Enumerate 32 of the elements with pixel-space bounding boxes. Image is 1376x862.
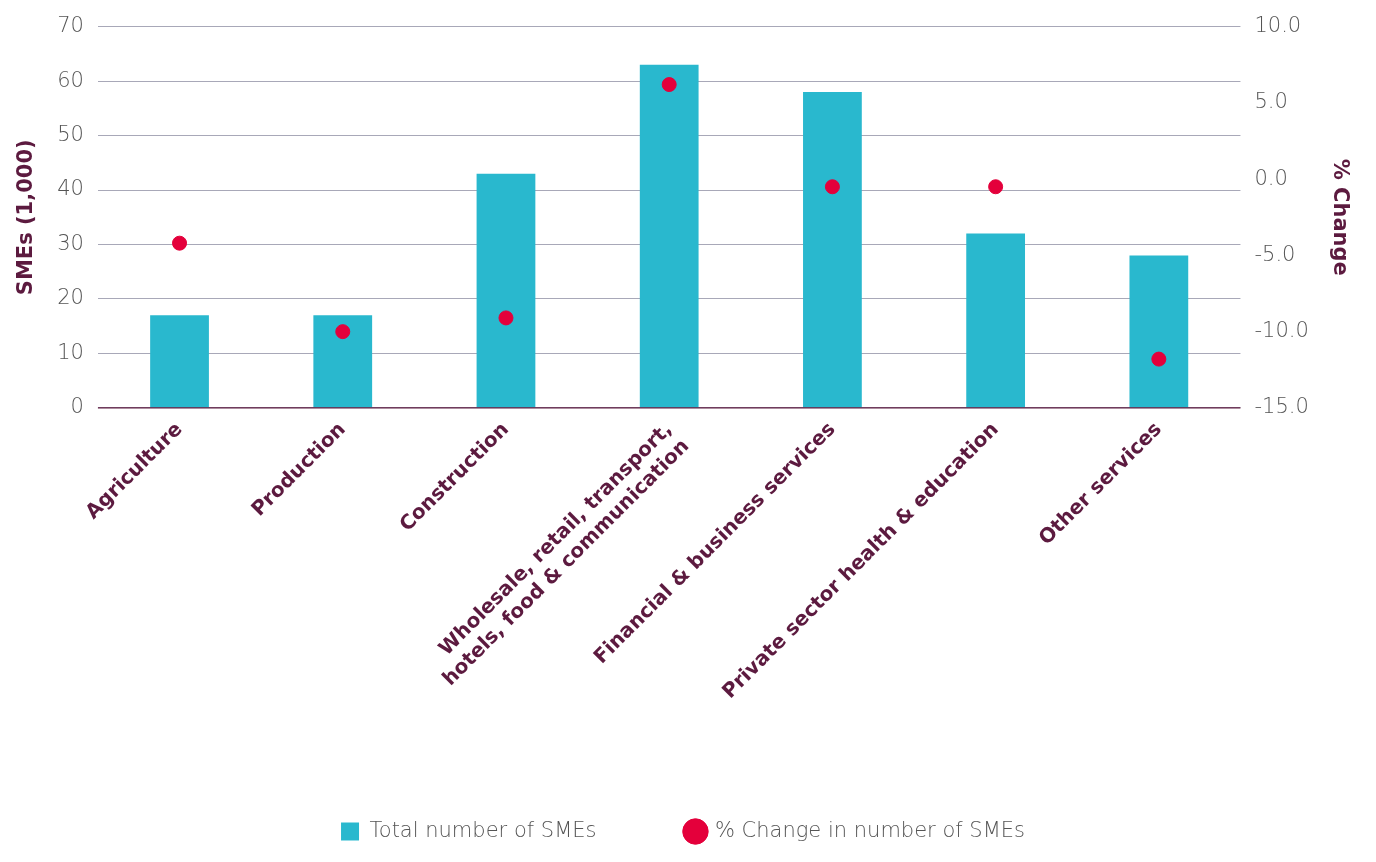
y-tick-label: 60 — [57, 67, 84, 92]
bar — [803, 91, 862, 408]
point — [661, 77, 677, 93]
legend-label: Total number of SMEs — [369, 817, 597, 842]
point — [1151, 351, 1167, 367]
y-tick-label: 30 — [57, 230, 84, 255]
y-tick-label: 70 — [57, 13, 84, 38]
point — [988, 179, 1004, 195]
bar — [966, 233, 1026, 408]
y2-tick-label: 0.0 — [1254, 165, 1288, 190]
point — [335, 324, 351, 340]
point — [498, 310, 514, 326]
point — [172, 235, 188, 251]
y-tick-label: 20 — [57, 285, 84, 310]
y2-tick-label: -15.0 — [1254, 394, 1309, 419]
y2-tick-label: -10.0 — [1254, 318, 1309, 343]
y2-tick-label: 10.0 — [1254, 13, 1302, 38]
y-tick-label: 0 — [70, 394, 84, 419]
y2-tick-label: 5.0 — [1254, 89, 1288, 114]
bar — [639, 64, 699, 408]
bar — [313, 315, 373, 408]
y2-axis-title: % Change — [1328, 158, 1353, 276]
legend-label: % Change in number of SMEs — [714, 817, 1025, 842]
bar — [1129, 255, 1189, 408]
y-tick-label: 40 — [57, 176, 84, 201]
y-tick-label: 10 — [57, 339, 84, 364]
bar — [150, 315, 209, 408]
y-tick-label: 50 — [57, 122, 84, 146]
y-axis-title: SMEs (1,000) — [13, 139, 38, 296]
y2-tick-label: -5.0 — [1254, 241, 1296, 266]
bar — [476, 173, 536, 408]
point — [824, 179, 840, 195]
